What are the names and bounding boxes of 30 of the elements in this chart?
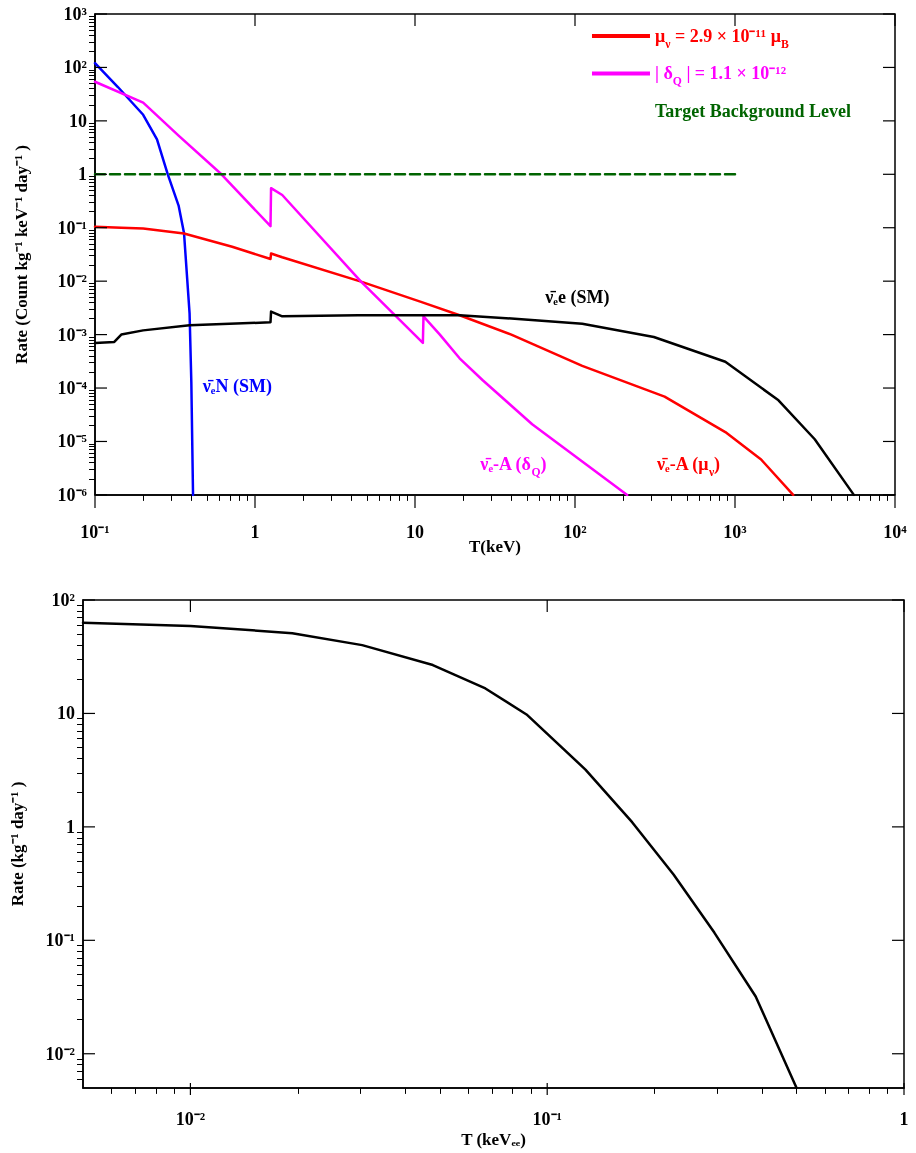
- y-tick-label: 10³: [63, 4, 88, 24]
- x-tick-label: 1: [899, 1109, 909, 1130]
- x-tick-label: 10³: [723, 522, 748, 543]
- annotation: ν̄ₑe (SM): [544, 286, 610, 308]
- y-tick-label: 10⁻⁴: [57, 378, 88, 399]
- text: Target Background Level: [654, 100, 851, 121]
- x-axis-title: T (keVₑₑ): [461, 1130, 526, 1149]
- x-axis-title: T(keV): [469, 537, 521, 556]
- annotation: ν̄ₑN (SM): [201, 375, 272, 397]
- y-tick-label: 10⁻²: [45, 1043, 75, 1064]
- x-tick-label: 1: [250, 522, 260, 543]
- y-tick-label: 10⁻⁶: [57, 484, 88, 505]
- y-axis-title: Rate (kg⁻¹ day⁻¹ ): [7, 781, 27, 907]
- x-tick-label: 10⁻¹: [532, 1109, 562, 1130]
- y-axis-title: Rate (Count kg⁻¹ keV⁻¹ day⁻¹ ): [11, 145, 31, 364]
- y-tick-label: 10²: [51, 590, 75, 610]
- x-tick-label: 10: [406, 522, 424, 543]
- y-tick-label: 10⁻¹: [45, 930, 75, 951]
- y-tick-label: 1: [78, 164, 87, 185]
- y-tick-label: 10: [69, 110, 87, 131]
- y-tick-label: 10⁻³: [57, 324, 88, 345]
- x-tick-label: 10⁴: [883, 522, 908, 543]
- y-tick-label: 10²: [63, 57, 87, 78]
- y-tick-label: 10⁻⁵: [57, 431, 88, 452]
- y-tick-label: 10⁻¹: [57, 217, 87, 238]
- x-tick-label: 10⁻²: [175, 1109, 206, 1130]
- x-tick-label: 10²: [563, 522, 587, 543]
- y-tick-label: 10: [57, 703, 75, 724]
- y-tick-label: 10⁻²: [57, 271, 87, 292]
- y-tick-label: 1: [66, 816, 75, 837]
